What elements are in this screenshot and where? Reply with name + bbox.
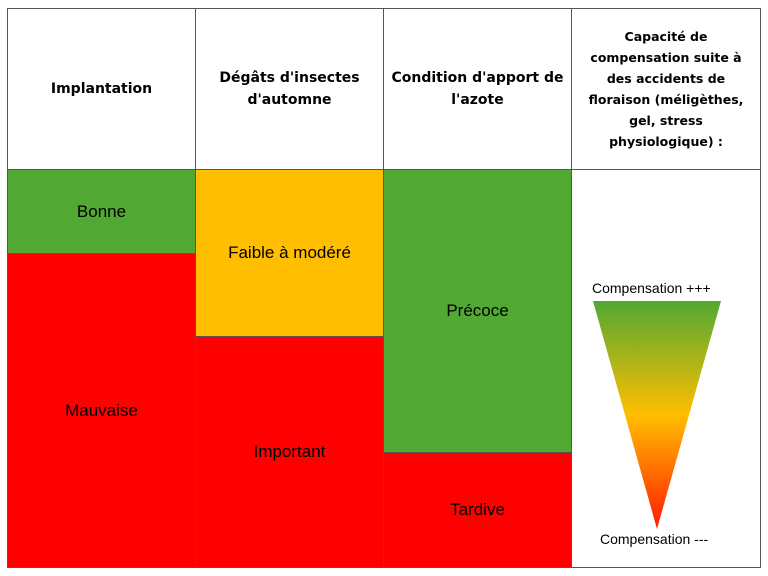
implantation-bad-label: Mauvaise [65,400,138,420]
header-compensation: Capacité de compensation suite à des acc… [571,8,761,170]
header-compensation-text: Capacité de compensation suite à des acc… [588,29,744,149]
nitrogen-early-cell: Précoce [383,169,572,453]
insect-damage-high-cell: Important [195,336,384,568]
decision-table: Implantation Dégâts d'insectes d'automne… [7,8,761,568]
gradient-triangle-icon [593,301,721,529]
insect-damage-high-label: Important [253,442,326,461]
implantation-bad-cell: Mauvaise [7,253,196,568]
compensation-top-label: Compensation +++ [592,280,711,296]
header-implantation: Implantation [7,8,196,170]
insect-damage-low-label: Faible à modéré [228,243,351,262]
implantation-good-label: Bonne [76,202,127,221]
nitrogen-early-label: Précoce [446,301,509,320]
compensation-triangle [593,301,721,529]
nitrogen-late-cell: Tardive [383,452,572,568]
nitrogen-late-label: Tardive [450,500,505,519]
implantation-good-cell: Bonne [7,169,196,254]
compensation-bottom-label: Compensation --- [600,531,709,547]
insect-damage-low-cell: Faible à modéré [195,169,384,337]
header-insect-damage: Dégâts d'insectes d'automne [195,8,384,170]
header-implantation-text: Implantation [50,81,153,97]
header-nitrogen-text: Condition d'apport de l'azote [391,70,564,108]
header-insect-damage-text: Dégâts d'insectes d'automne [219,70,360,108]
